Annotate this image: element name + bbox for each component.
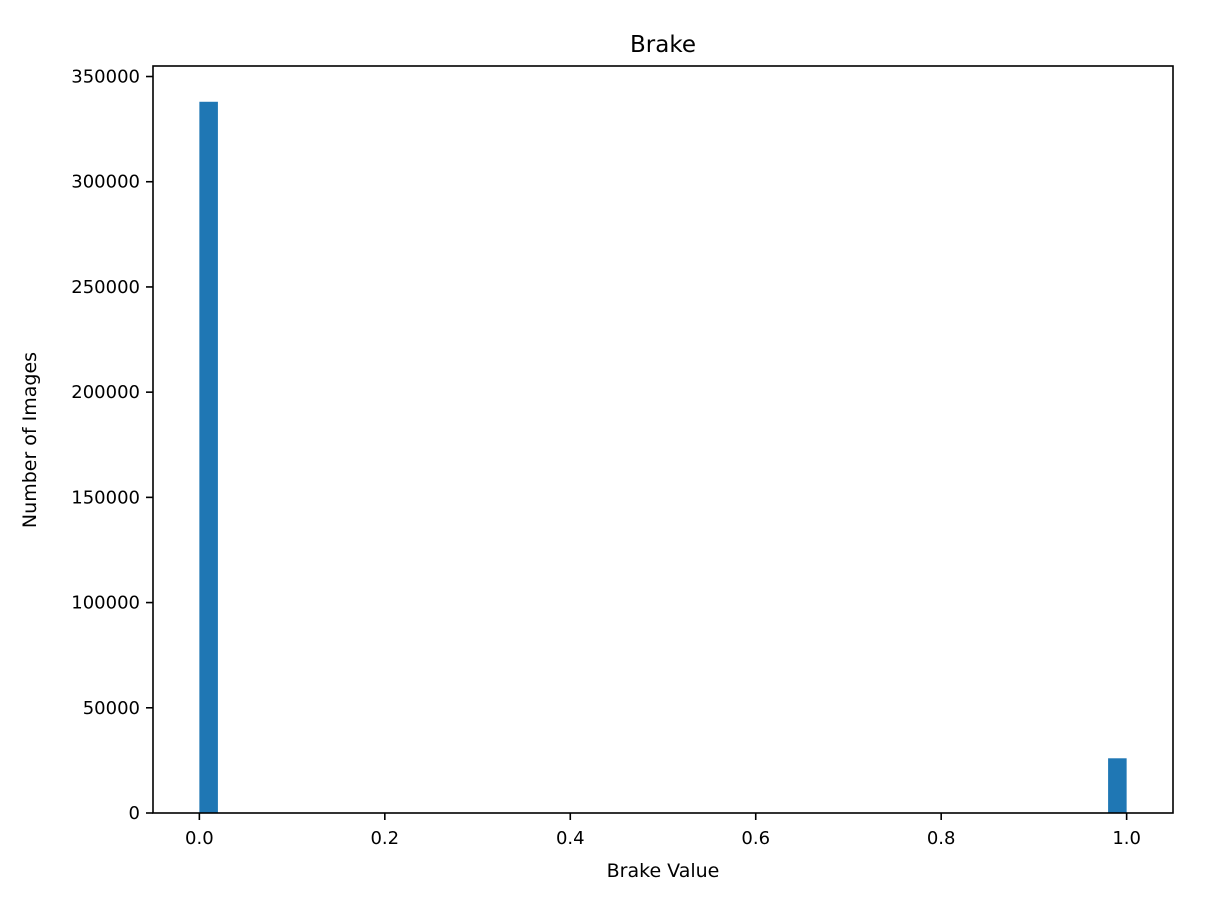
x-axis: 0.0 0.2 0.4 0.6 0.8 1.0: [185, 813, 1141, 849]
y-tick-label: 100000: [71, 593, 140, 614]
y-tick-label: 300000: [71, 172, 140, 193]
x-axis-title: Brake Value: [607, 860, 720, 882]
histogram-bar-0: [199, 101, 218, 813]
y-axis: 0 50000 100000 150000 200000 250000 300000 3500…: [71, 67, 153, 824]
y-tick-label: 0: [129, 803, 140, 824]
plot-frame: [152, 65, 1174, 814]
y-tick-label: 50000: [83, 698, 140, 719]
x-tick-label: 0.0: [185, 828, 214, 849]
y-tick-label: 150000: [71, 487, 140, 508]
y-tick-label: 350000: [71, 67, 140, 88]
chart-title: Brake: [630, 32, 696, 58]
x-tick-label: 0.6: [741, 828, 770, 849]
histogram-bar-1: [1108, 758, 1127, 813]
y-axis-title: Number of Images: [19, 352, 41, 528]
x-tick-label: 0.8: [927, 828, 956, 849]
y-tick-label: 250000: [71, 277, 140, 298]
bars-layer: [199, 101, 1127, 813]
x-tick-label: 1.0: [1112, 828, 1141, 849]
x-tick-label: 0.4: [556, 828, 585, 849]
x-tick-label: 0.2: [370, 828, 399, 849]
y-tick-label: 200000: [71, 382, 140, 403]
